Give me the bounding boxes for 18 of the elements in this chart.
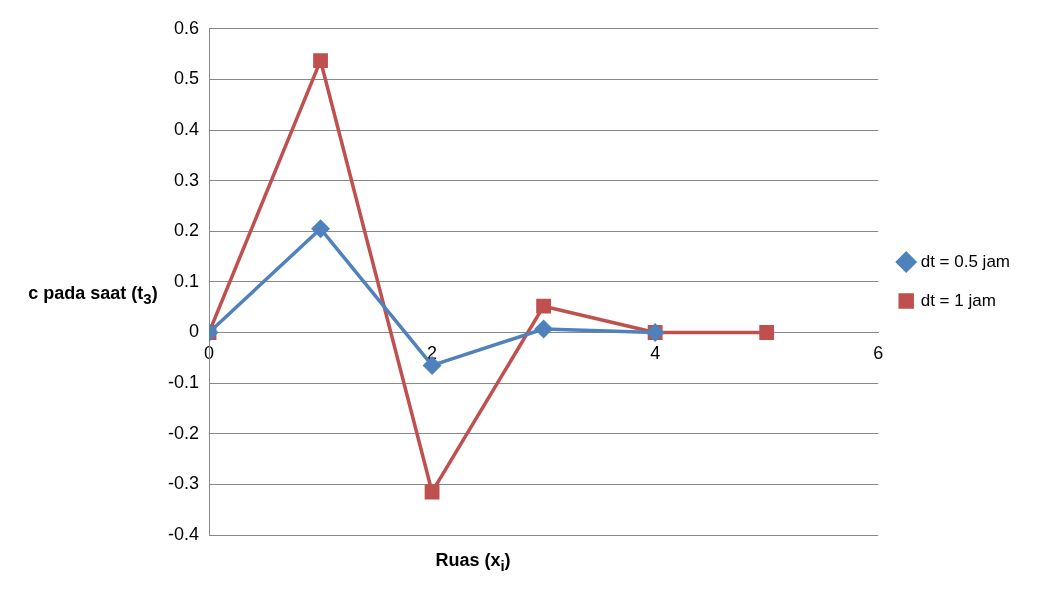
- y-axis-title: c pada saat (t$_{3}$): [28, 282, 158, 309]
- y-tick-label: -0.3: [167, 473, 200, 494]
- y-tick-label: 0.6: [173, 17, 200, 38]
- y-tick-label: 0.2: [173, 220, 200, 241]
- x-axis-title: Ruas (x$_{i}$): [434, 550, 512, 574]
- y-tick-label: -0.1: [167, 372, 200, 393]
- y-tick-label: -0.2: [167, 422, 200, 443]
- y-tick-label: 0.5: [173, 68, 200, 89]
- x-tick-label: 6: [873, 343, 884, 364]
- legend-label: dt = 1 jam: [920, 290, 996, 310]
- legend-label: dt = 0.5 jam: [920, 251, 1011, 271]
- y-tick-label: 0.3: [173, 169, 200, 190]
- y-tick-label: 0: [189, 321, 200, 342]
- x-tick-label: 0: [204, 343, 215, 364]
- y-tick-label: 0.4: [173, 119, 200, 140]
- y-tick-label: -0.4: [167, 523, 200, 544]
- y-tick-label: 0.1: [173, 270, 200, 291]
- x-tick-label: 4: [650, 343, 661, 364]
